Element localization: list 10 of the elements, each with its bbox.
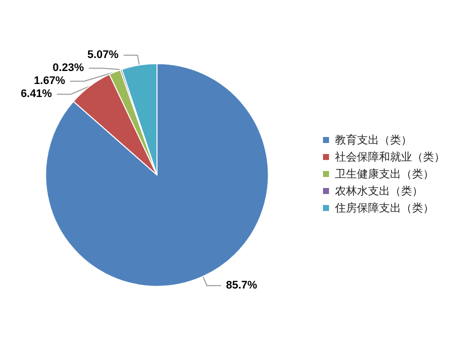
legend-label: 卫生健康支出（类） (335, 168, 434, 180)
data-label: 1.67% (34, 75, 66, 88)
legend-label: 农林水支出（类） (335, 184, 423, 198)
data-label: 0.23% (52, 62, 84, 74)
legend-label: 社会保障和就业（类） (335, 150, 445, 164)
data-label: 85.7% (226, 280, 258, 292)
legend-label: 住房保障支出（类） (335, 202, 434, 214)
data-label: 6.41% (20, 88, 52, 100)
legend-label: 教育支出（类） (335, 134, 412, 146)
data-label: 5.07% (87, 49, 119, 62)
